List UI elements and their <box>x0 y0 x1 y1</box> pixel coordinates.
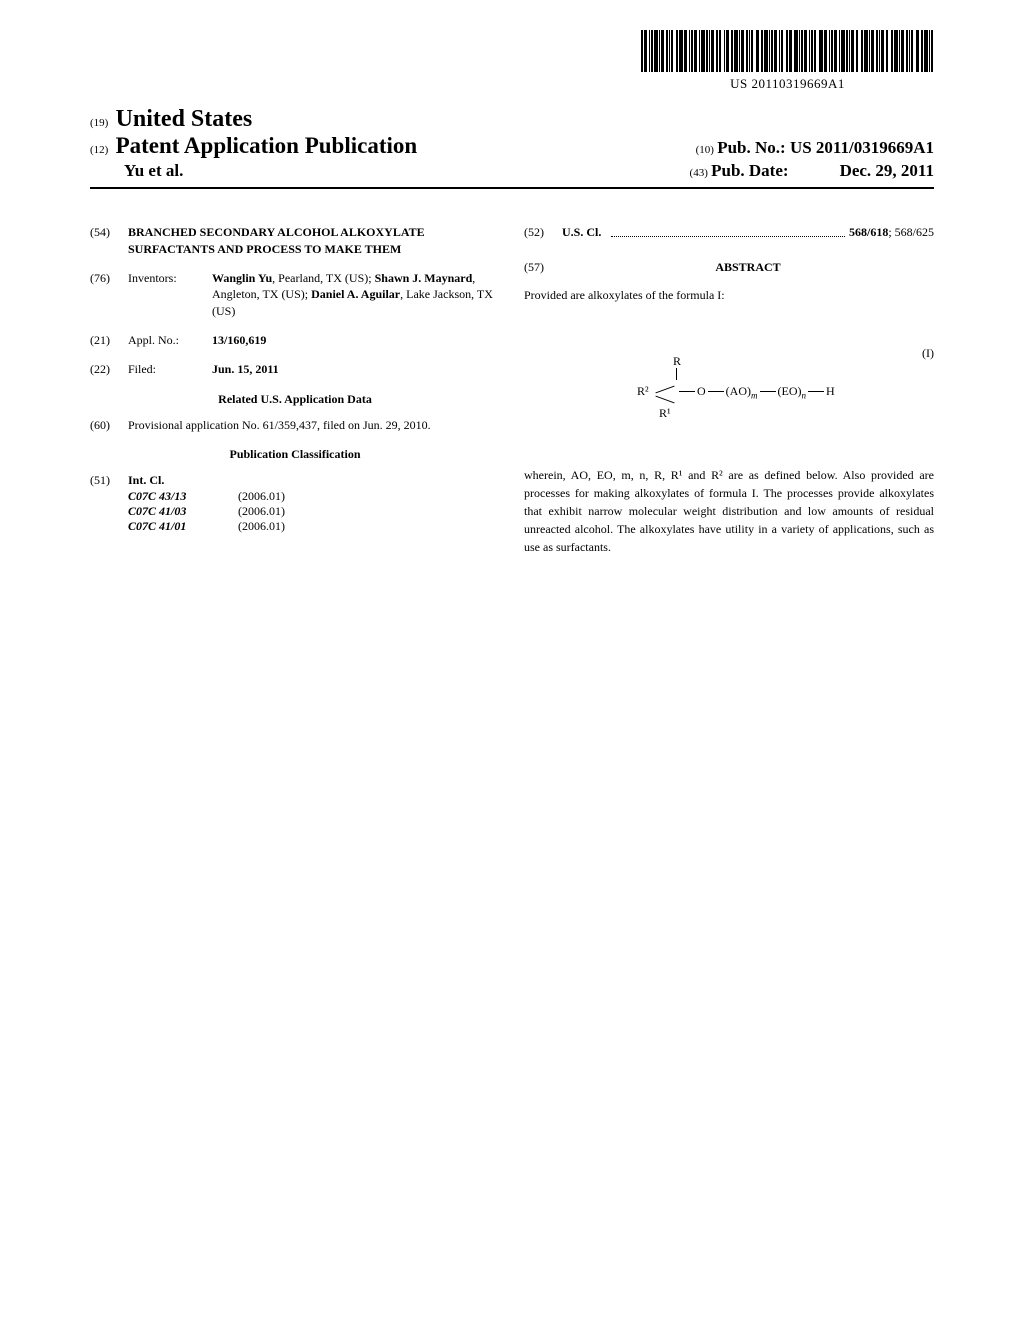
formula-h: H <box>826 384 835 398</box>
pub-no-value: US 2011/0319669A1 <box>790 138 934 157</box>
intcl-version: (2006.01) <box>238 504 285 519</box>
header-divider <box>90 187 934 189</box>
abstract-label: ABSTRACT <box>562 259 934 276</box>
filed-code: (22) <box>90 361 128 378</box>
inventors-list: Wanglin Yu, Pearland, TX (US); Shawn J. … <box>212 270 500 320</box>
patent-title: BRANCHED SECONDARY ALCOHOL ALKOXYLATE SU… <box>128 224 500 258</box>
intcl-item: C07C 41/03 (2006.01) <box>128 504 500 519</box>
uscl-code: (52) <box>524 224 562 241</box>
intcl-class: C07C 41/03 <box>128 504 238 519</box>
pubclass-header: Publication Classification <box>90 447 500 462</box>
abstract-intro: Provided are alkoxylates of the formula … <box>524 286 934 304</box>
related-header: Related U.S. Application Data <box>90 392 500 407</box>
inventor-name: Wanglin Yu <box>212 271 272 285</box>
intcl-class: C07C 43/13 <box>128 489 238 504</box>
title-field: (54) BRANCHED SECONDARY ALCOHOL ALKOXYLA… <box>90 224 500 258</box>
abstract-code: (57) <box>524 259 562 276</box>
formula-chain: O (AO)m (EO)n H <box>697 384 835 400</box>
intcl-label: Int. Cl. <box>128 472 164 489</box>
document-header: (19) United States (12) Patent Applicati… <box>90 106 934 189</box>
formula-bond <box>655 385 674 393</box>
publication-date: (43) Pub. Date: Dec. 29, 2011 <box>690 161 934 181</box>
barcode-block: US 20110319669A1 <box>641 30 934 92</box>
inventors-code: (76) <box>90 270 128 320</box>
pub-date-value: Dec. 29, 2011 <box>840 161 934 180</box>
formula-bond <box>676 368 677 380</box>
appl-label: Appl. No.: <box>128 332 212 349</box>
publication-number: (10) Pub. No.: US 2011/0319669A1 <box>696 138 934 158</box>
uscl-label: U.S. Cl. <box>562 224 601 241</box>
publication-type: (12) Patent Application Publication <box>90 133 417 159</box>
filed-field: (22) Filed: Jun. 15, 2011 <box>90 361 500 378</box>
formula-eo: (EO) <box>778 384 802 398</box>
formula-ao: (AO) <box>726 384 751 398</box>
intcl-version: (2006.01) <box>238 489 285 504</box>
barcode-graphic <box>641 30 934 72</box>
intcl-item: C07C 43/13 (2006.01) <box>128 489 500 504</box>
appl-code: (21) <box>90 332 128 349</box>
uscl-primary: 568/618 <box>849 225 888 239</box>
intcl-class: C07C 41/01 <box>128 519 238 534</box>
abstract-wherein: wherein, AO, EO, m, n, R, R¹ and R² are … <box>524 466 934 556</box>
right-column: (52) U.S. Cl. 568/618; 568/625 (57) ABST… <box>524 224 934 556</box>
formula-label: (I) <box>922 346 934 361</box>
provisional-code: (60) <box>90 417 128 434</box>
content-columns: (54) BRANCHED SECONDARY ALCOHOL ALKOXYLA… <box>90 224 934 556</box>
appl-no: 13/160,619 <box>212 333 266 347</box>
formula-ao-sub: m <box>751 390 758 400</box>
appl-no-field: (21) Appl. No.: 13/160,619 <box>90 332 500 349</box>
pub-no-label: Pub. No.: <box>717 138 785 157</box>
country-line: (19) United States <box>90 106 934 133</box>
formula-bond <box>655 395 674 403</box>
pub-date-code: (43) <box>690 167 708 179</box>
intcl-list: C07C 43/13 (2006.01) C07C 41/03 (2006.01… <box>128 489 500 534</box>
inventors-field: (76) Inventors: Wanglin Yu, Pearland, TX… <box>90 270 500 320</box>
pub-date-label: Pub. Date: <box>711 161 788 180</box>
title-code: (54) <box>90 224 128 258</box>
filed-date: Jun. 15, 2011 <box>212 362 279 376</box>
formula-r1: R¹ <box>659 406 671 421</box>
intcl-code: (51) <box>90 472 128 489</box>
provisional-field: (60) Provisional application No. 61/359,… <box>90 417 500 434</box>
intcl-field: (51) Int. Cl. <box>90 472 500 489</box>
uscl-values: 568/618; 568/625 <box>849 224 934 241</box>
inventor-name: Shawn J. Maynard <box>375 271 473 285</box>
uscl-field: (52) U.S. Cl. 568/618; 568/625 <box>524 224 934 241</box>
formula-structure: R R² R¹ O (AO)m (EO)n H <box>599 354 859 424</box>
abstract-header-row: (57) ABSTRACT <box>524 259 934 276</box>
chemical-formula: (I) R R² R¹ O(AO)m(EO)nH <box>524 354 934 428</box>
country-code: (19) <box>90 117 108 129</box>
provisional-text: Provisional application No. 61/359,437, … <box>128 417 500 434</box>
formula-r2: R² <box>637 384 649 399</box>
formula-o: O <box>697 384 706 398</box>
country-name: United States <box>116 106 253 132</box>
dotted-leader <box>611 220 845 237</box>
author-names: Yu et al. <box>124 161 183 181</box>
inventor-loc: Pearland, TX (US) <box>278 271 368 285</box>
inventor-name: Daniel A. Aguilar <box>311 287 400 301</box>
formula-eo-sub: n <box>802 390 807 400</box>
left-column: (54) BRANCHED SECONDARY ALCOHOL ALKOXYLA… <box>90 224 500 556</box>
inventor-loc: Angleton, TX (US) <box>212 287 305 301</box>
intcl-item: C07C 41/01 (2006.01) <box>128 519 500 534</box>
formula-bond <box>679 391 695 392</box>
uscl-secondary: ; 568/625 <box>888 225 934 239</box>
pub-type-text: Patent Application Publication <box>116 133 418 158</box>
pub-type-code: (12) <box>90 144 108 156</box>
filed-label: Filed: <box>128 361 212 378</box>
formula-r: R <box>673 354 681 369</box>
intcl-version: (2006.01) <box>238 519 285 534</box>
inventors-label: Inventors: <box>128 270 212 320</box>
pub-no-code: (10) <box>696 144 714 156</box>
barcode-text: US 20110319669A1 <box>641 76 934 92</box>
